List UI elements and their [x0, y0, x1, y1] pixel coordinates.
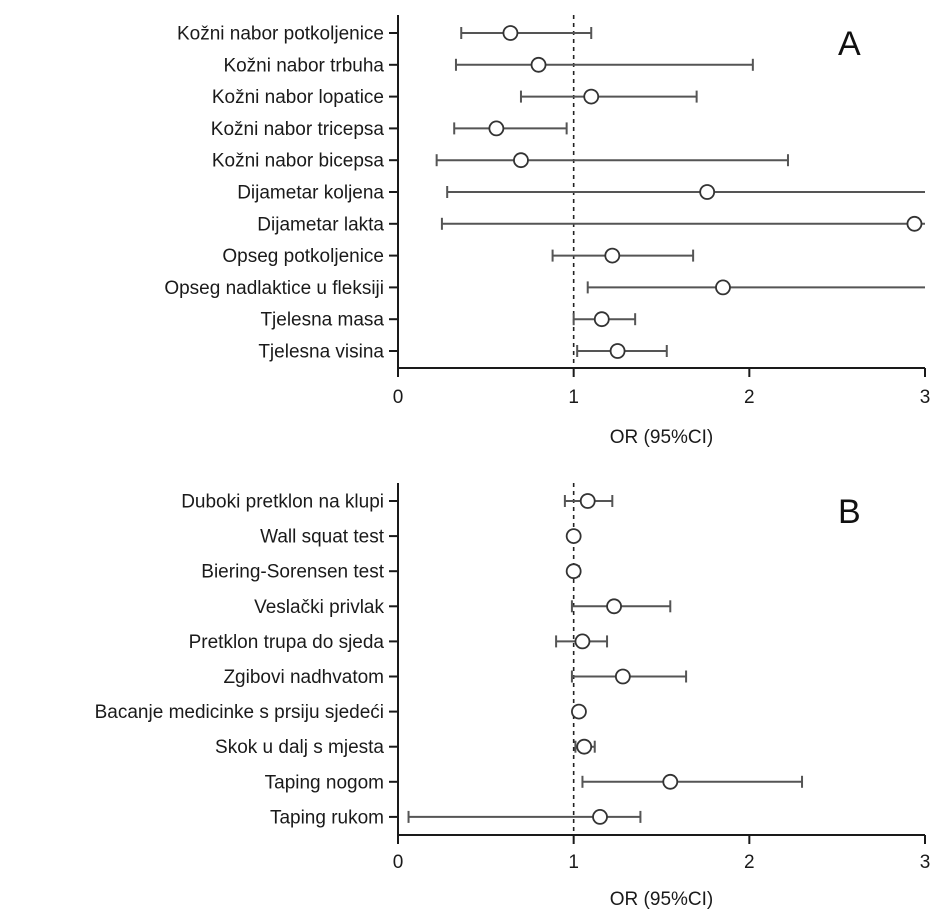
- row-label: Biering-Sorensen test: [201, 562, 384, 583]
- x-axis-title: OR (95%CI): [610, 889, 713, 910]
- row-label: Kožni nabor lopatice: [212, 87, 384, 108]
- or-point: [662, 773, 679, 790]
- x-tick-label: 3: [920, 852, 931, 873]
- x-tick-label: 0: [393, 852, 404, 873]
- row-label: Dijametar koljena: [237, 183, 384, 204]
- or-point: [574, 633, 591, 650]
- row-label: Duboki pretklon na klupi: [181, 492, 384, 513]
- or-point: [604, 247, 621, 264]
- or-point: [565, 528, 582, 544]
- or-point: [576, 738, 593, 755]
- or-point: [571, 703, 587, 720]
- x-tick-label: 2: [744, 387, 755, 408]
- row-label: Veslački privlak: [254, 597, 384, 618]
- or-point: [579, 493, 596, 509]
- x-tick-label: 2: [744, 852, 755, 873]
- row-label: Zgibovi nadhvatom: [223, 667, 384, 688]
- or-point: [502, 25, 519, 41]
- row-label: Opseg potkoljenice: [222, 246, 384, 267]
- or-point: [513, 152, 529, 169]
- row-label: Tjelesna visina: [258, 342, 384, 363]
- or-point: [583, 88, 600, 105]
- row-label: Opseg nadlaktice u fleksiji: [164, 278, 384, 299]
- or-point: [614, 668, 631, 685]
- x-tick-label: 3: [920, 387, 931, 408]
- row-label: Bacanje medicinke s prsiju sjedeći: [95, 702, 384, 723]
- or-point: [906, 215, 923, 232]
- x-tick-label: 0: [393, 387, 404, 408]
- row-label: Tjelesna masa: [260, 310, 384, 331]
- or-point: [592, 809, 608, 825]
- row-label: Skok u dalj s mjesta: [215, 737, 384, 758]
- panel-label-b: B: [838, 493, 861, 531]
- row-label: Taping rukom: [270, 807, 384, 828]
- row-label: Pretklon trupa do sjeda: [189, 632, 385, 653]
- row-label: Kožni nabor bicepsa: [212, 151, 385, 172]
- panel-b: B 0 1 2 3 OR (95%CI) Duboki pretklon na klupi W…: [95, 483, 931, 910]
- or-point: [593, 311, 610, 328]
- row-label: Taping nogom: [265, 772, 384, 793]
- x-tick-label: 1: [568, 852, 579, 873]
- panel-label-a: A: [838, 25, 861, 63]
- x-tick-label: 1: [568, 387, 579, 408]
- or-point: [699, 184, 716, 200]
- or-point: [488, 120, 505, 137]
- row-label: Kožni nabor potkoljenice: [177, 24, 384, 45]
- or-point: [530, 56, 547, 73]
- or-point: [606, 598, 622, 615]
- or-point: [565, 563, 582, 580]
- panel-a: A 0 1 2 3 OR (95%CI) Kožni nabor potkoljenice K…: [164, 15, 930, 448]
- row-label: Kožni nabor trbuha: [223, 55, 384, 76]
- row-label: Wall squat test: [260, 527, 385, 548]
- row-label: Dijametar lakta: [257, 214, 384, 235]
- row-label: Kožni nabor tricepsa: [211, 119, 385, 140]
- x-axis-title: OR (95%CI): [610, 427, 713, 448]
- or-point: [715, 279, 731, 296]
- or-point: [609, 343, 626, 359]
